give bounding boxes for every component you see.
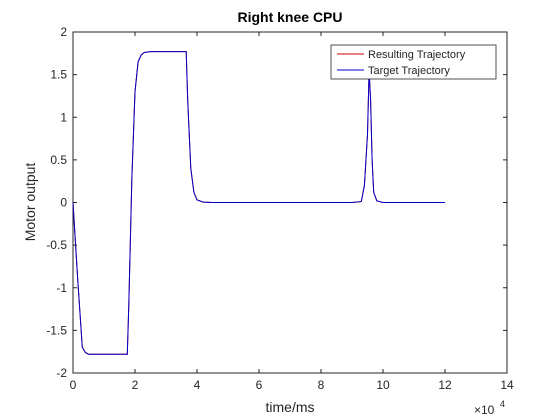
x-exponent-base: ×10 bbox=[474, 403, 495, 417]
x-tick-label: 14 bbox=[500, 378, 514, 392]
y-tick-label: 1 bbox=[60, 110, 67, 124]
y-tick-label: 0.5 bbox=[50, 153, 67, 167]
x-tick-label: 10 bbox=[376, 378, 390, 392]
x-tick-label: 2 bbox=[132, 378, 139, 392]
plot-area: 0 2 4 6 8 10 12 14 2 1.5 1 0.5 0 -0.5 -1 -1.5 -2 bbox=[46, 25, 514, 392]
x-exponent-power: 4 bbox=[500, 399, 505, 409]
y-tick-label: 1.5 bbox=[50, 68, 67, 82]
y-tick-label: 0 bbox=[60, 196, 67, 210]
legend-box bbox=[330, 44, 497, 80]
y-tick-label: 2 bbox=[60, 25, 67, 39]
legend: Resulting Trajectory Target Trajectory bbox=[330, 44, 497, 80]
x-tick-label: 6 bbox=[256, 378, 263, 392]
x-tick-label: 12 bbox=[438, 378, 452, 392]
y-tick-label: -2 bbox=[56, 366, 67, 380]
x-tick-label: 0 bbox=[70, 378, 77, 392]
x-exponent-label: ×10 4 bbox=[474, 399, 505, 417]
y-tick-label: -1.5 bbox=[46, 323, 67, 337]
y-axis-label: Motor output bbox=[22, 163, 38, 242]
legend-label-resulting-trajectory: Resulting Trajectory bbox=[368, 49, 466, 61]
series-line-target-trajectory bbox=[72, 51, 445, 355]
series-layer bbox=[72, 51, 445, 355]
tick-layer: 0 2 4 6 8 10 12 14 2 1.5 1 0.5 0 -0.5 -1 -1.5 -2 bbox=[46, 25, 514, 392]
x-tick-label: 8 bbox=[318, 378, 325, 392]
legend-label-target-trajectory: Target Trajectory bbox=[368, 65, 450, 77]
y-tick-label: -0.5 bbox=[46, 238, 67, 252]
x-axis-label: time/ms bbox=[266, 399, 315, 415]
y-tick-label: -1 bbox=[56, 281, 67, 295]
chart-title: Right knee CPU bbox=[237, 9, 342, 25]
x-tick-label: 4 bbox=[194, 378, 201, 392]
